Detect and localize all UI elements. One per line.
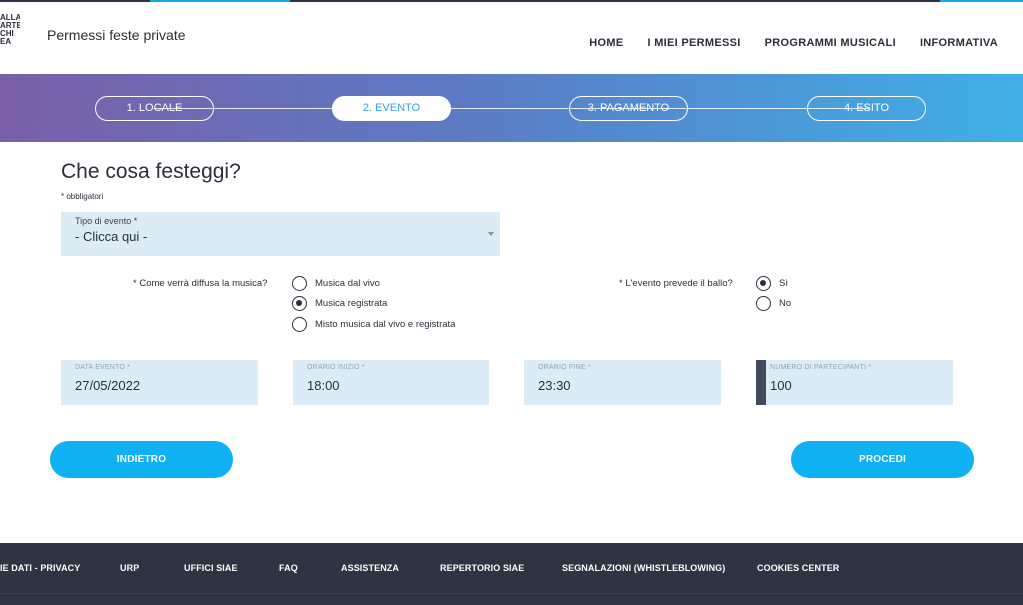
- footer-link-urp[interactable]: URP: [120, 563, 140, 573]
- step-progress-bar: 1. LOCALE 2. EVENTO 3. PAGAMENTO 4. ESIT…: [0, 74, 1023, 142]
- radio-dance-no[interactable]: No: [756, 296, 791, 311]
- radio-circle-checked-icon: [756, 276, 771, 291]
- nav-music-programs[interactable]: PROGRAMMI MUSICALI: [764, 37, 896, 49]
- event-type-value: - Clicca qui -: [75, 229, 148, 244]
- participants-value: 100: [770, 378, 792, 393]
- start-time-label: ORARIO INIZIO *: [307, 364, 365, 371]
- end-time-field[interactable]: ORARIO FINE * 23:30: [524, 360, 721, 405]
- end-time-label: ORARIO FINE *: [538, 364, 591, 371]
- top-accent-line: [0, 0, 1023, 2]
- radio-circle-icon: [292, 276, 307, 291]
- required-note: * obbligatori: [61, 192, 104, 201]
- step-locale[interactable]: 1. LOCALE: [95, 96, 214, 121]
- radio-circle-icon: [756, 296, 771, 311]
- back-button[interactable]: INDIETRO: [50, 441, 233, 478]
- music-question: * Come verrà diffusa la musica?: [133, 278, 268, 289]
- nav-my-permits[interactable]: I MIEI PERMESSI: [647, 37, 741, 49]
- nav-info[interactable]: INFORMATIVA: [919, 37, 998, 49]
- radio-dance-yes[interactable]: Sì: [756, 276, 788, 291]
- step-connector-line: [154, 108, 869, 109]
- step-evento[interactable]: 2. EVENTO: [332, 96, 451, 121]
- radio-circle-checked-icon: [292, 296, 307, 311]
- nav-home[interactable]: HOME: [589, 37, 624, 49]
- event-type-label: Tipo di evento *: [75, 216, 138, 226]
- proceed-button[interactable]: PROCEDI: [791, 441, 974, 478]
- top-accent-left: [150, 0, 290, 2]
- footer-link-assistance[interactable]: ASSISTENZA: [341, 563, 400, 573]
- event-date-value: 27/05/2022: [75, 378, 141, 393]
- start-time-field[interactable]: ORARIO INIZIO * 18:00: [293, 360, 489, 405]
- footer-link-faq[interactable]: FAQ: [279, 563, 298, 573]
- radio-music-recorded[interactable]: Musica registrata: [292, 296, 387, 311]
- participants-label: NUMERO DI PARTECIPANTI *: [770, 364, 872, 371]
- step-esito[interactable]: 4. ESITO: [807, 96, 926, 121]
- focus-marker: [756, 360, 766, 405]
- radio-music-live[interactable]: Musica dal vivo: [292, 276, 380, 291]
- footer-link-privacy[interactable]: IE DATI - PRIVACY: [0, 563, 81, 573]
- event-type-select[interactable]: Tipo di evento * - Clicca qui -: [61, 212, 500, 256]
- footer-link-whistleblowing[interactable]: SEGNALAZIONI (WHISTLEBLOWING): [562, 563, 726, 573]
- radio-circle-icon: [292, 317, 307, 332]
- dance-question: * L'evento prevede il ballo?: [619, 278, 733, 289]
- step-pagamento[interactable]: 3. PAGAMENTO: [569, 96, 688, 121]
- radio-music-mixed[interactable]: Misto musica dal vivo e registrata: [292, 317, 455, 332]
- footer-link-repertoire[interactable]: REPERTORIO SIAE: [440, 563, 525, 573]
- logo[interactable]: ALLA ARTE CHI EA: [0, 14, 20, 46]
- main-nav: HOME I MIEI PERMESSI PROGRAMMI MUSICALI …: [565, 37, 998, 49]
- footer-link-siae-offices[interactable]: UFFICI SIAE: [184, 563, 238, 573]
- top-accent-right: [940, 0, 1023, 2]
- participants-field[interactable]: NUMERO DI PARTECIPANTI * 100: [756, 360, 953, 405]
- event-date-label: DATA EVENTO *: [75, 364, 131, 371]
- page-title: Che cosa festeggi?: [61, 160, 241, 183]
- header: ALLA ARTE CHI EA Permessi feste private …: [0, 2, 1023, 74]
- app-title: Permessi feste private: [47, 27, 186, 43]
- footer: IE DATI - PRIVACY URP UFFICI SIAE FAQ AS…: [0, 543, 1023, 605]
- start-time-value: 18:00: [307, 378, 340, 393]
- footer-link-cookies[interactable]: COOKIES CENTER: [757, 563, 840, 573]
- chevron-down-icon: [488, 232, 494, 236]
- end-time-value: 23:30: [538, 378, 571, 393]
- event-date-field[interactable]: DATA EVENTO * 27/05/2022: [61, 360, 258, 405]
- footer-divider: [0, 593, 1023, 594]
